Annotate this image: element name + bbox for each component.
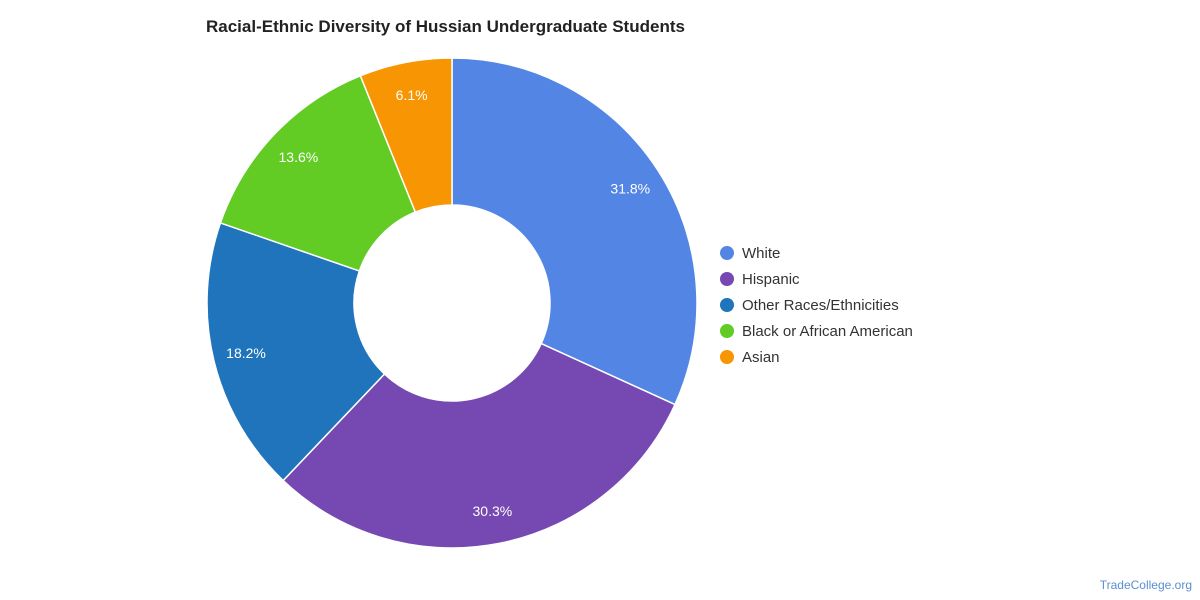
legend-label: Other Races/Ethnicities	[742, 296, 899, 314]
legend-item[interactable]: Other Races/Ethnicities	[720, 292, 913, 318]
legend-label: Black or African American	[742, 322, 913, 340]
slice-other-races-ethnicities[interactable]	[206, 221, 386, 482]
slice-white[interactable]	[451, 57, 698, 406]
legend-swatch-icon	[720, 298, 734, 312]
source-credit[interactable]: TradeCollege.org	[1099, 578, 1192, 592]
chart-legend: White Hispanic Other Races/Ethnicities Blac…	[720, 240, 913, 370]
slice-hispanic[interactable]	[282, 342, 676, 549]
legend-swatch-icon	[720, 246, 734, 260]
slice-label: 30.3%	[473, 503, 513, 519]
legend-label: White	[742, 244, 781, 262]
slice-label: 6.1%	[396, 87, 428, 103]
legend-item[interactable]: Black or African American	[720, 318, 913, 344]
legend-item[interactable]: Asian	[720, 344, 913, 370]
legend-swatch-icon	[720, 350, 734, 364]
legend-item[interactable]: White	[720, 240, 913, 266]
chart-title: Racial-Ethnic Diversity of Hussian Under…	[206, 17, 685, 36]
slice-label: 18.2%	[226, 345, 266, 361]
legend-swatch-icon	[720, 272, 734, 286]
legend-item[interactable]: Hispanic	[720, 266, 913, 292]
slice-black-or-african-american[interactable]	[219, 74, 417, 272]
legend-label: Asian	[742, 348, 780, 366]
slice-asian[interactable]	[359, 57, 453, 214]
legend-swatch-icon	[720, 324, 734, 338]
slice-label: 31.8%	[610, 180, 650, 196]
slice-label: 13.6%	[279, 149, 319, 165]
legend-label: Hispanic	[742, 270, 800, 288]
